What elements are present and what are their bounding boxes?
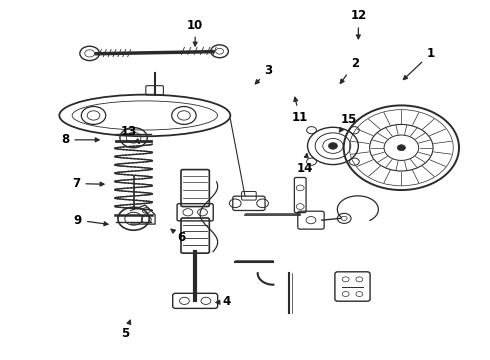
Text: 6: 6 <box>171 229 186 244</box>
Text: 15: 15 <box>340 113 357 132</box>
Text: 5: 5 <box>121 320 131 340</box>
Text: 9: 9 <box>74 214 108 227</box>
Text: 1: 1 <box>403 47 435 80</box>
Circle shape <box>397 145 405 151</box>
Text: 10: 10 <box>187 19 203 46</box>
Text: 12: 12 <box>350 9 367 39</box>
Text: 14: 14 <box>296 154 313 175</box>
Text: 2: 2 <box>340 57 359 84</box>
Text: 4: 4 <box>216 296 231 309</box>
Circle shape <box>328 143 338 149</box>
Text: 3: 3 <box>255 64 272 84</box>
Text: 7: 7 <box>73 177 104 190</box>
Text: 13: 13 <box>121 125 139 143</box>
Text: 8: 8 <box>61 133 99 146</box>
Text: 11: 11 <box>292 97 308 124</box>
